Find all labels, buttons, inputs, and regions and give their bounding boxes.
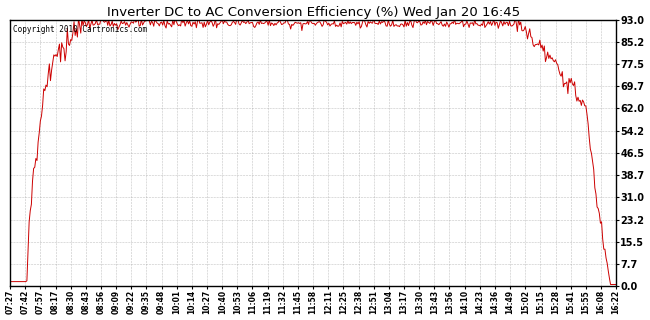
Title: Inverter DC to AC Conversion Efficiency (%) Wed Jan 20 16:45: Inverter DC to AC Conversion Efficiency … [107,5,519,19]
Text: Copyright 2010 Cartronics.com: Copyright 2010 Cartronics.com [13,25,147,34]
